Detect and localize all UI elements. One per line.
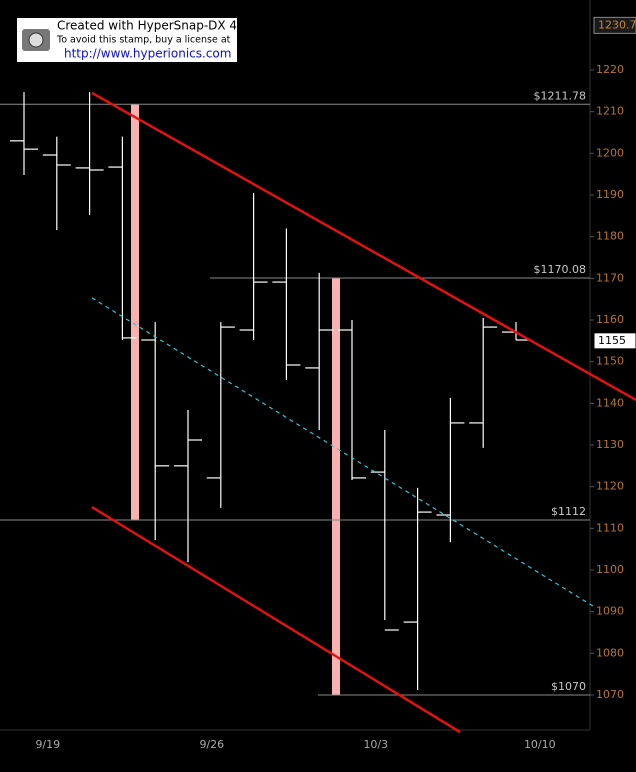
x-tick-label: 10/10 (524, 738, 556, 751)
stamp-line: Created with HyperSnap-DX 4 (57, 19, 237, 33)
level-label: $1170.08 (534, 263, 587, 276)
highlight-bar (131, 104, 139, 520)
y-tick-label: 1120 (596, 480, 624, 493)
y-tick-label: 1180 (596, 230, 624, 243)
price-marker-label: 1155 (598, 334, 626, 347)
price-marker-label: 1230.71 (598, 18, 636, 31)
camera-lens (28, 32, 44, 48)
y-tick-label: 1210 (596, 105, 624, 118)
stamp-link: http://www.hyperionics.com (64, 47, 231, 61)
stamp-line: To avoid this stamp, buy a license at (56, 35, 231, 46)
y-tick-label: 1080 (596, 646, 624, 659)
y-tick-label: 1130 (596, 438, 624, 451)
trendline (91, 91, 636, 402)
trendline (91, 506, 461, 734)
highlight-bar (332, 278, 340, 695)
price-marker-box (593, 16, 636, 34)
stamp: Created with HyperSnap-DX 4 To avoid thi… (17, 18, 237, 62)
y-tick-label: 1140 (596, 396, 624, 409)
y-tick-label: 1190 (596, 188, 624, 201)
level-label: $1070 (551, 680, 586, 693)
y-tick-label: 1110 (596, 521, 624, 534)
x-tick-label: 9/19 (35, 738, 60, 751)
trendline (91, 297, 597, 609)
y-tick-label: 1160 (596, 313, 624, 326)
stamp-box (17, 18, 237, 62)
x-tick-label: 9/26 (199, 738, 224, 751)
y-tick-label: 1200 (596, 146, 624, 159)
y-tick-label: 1220 (596, 63, 624, 76)
y-tick-label: 1170 (596, 271, 624, 284)
price-marker-box (593, 332, 636, 350)
y-tick-label: 1070 (596, 688, 624, 701)
y-tick-label: 1090 (596, 605, 624, 618)
y-tick-label: 1100 (596, 563, 624, 576)
plot-area: $1211.78 $1170.08 $1112 $1070 1070 1080 1090 11… (0, 16, 636, 751)
level-label: $1112 (551, 505, 586, 518)
y-tick-label: 1150 (596, 355, 624, 368)
x-tick-label: 10/3 (363, 738, 388, 751)
level-label: $1211.78 (534, 89, 587, 102)
